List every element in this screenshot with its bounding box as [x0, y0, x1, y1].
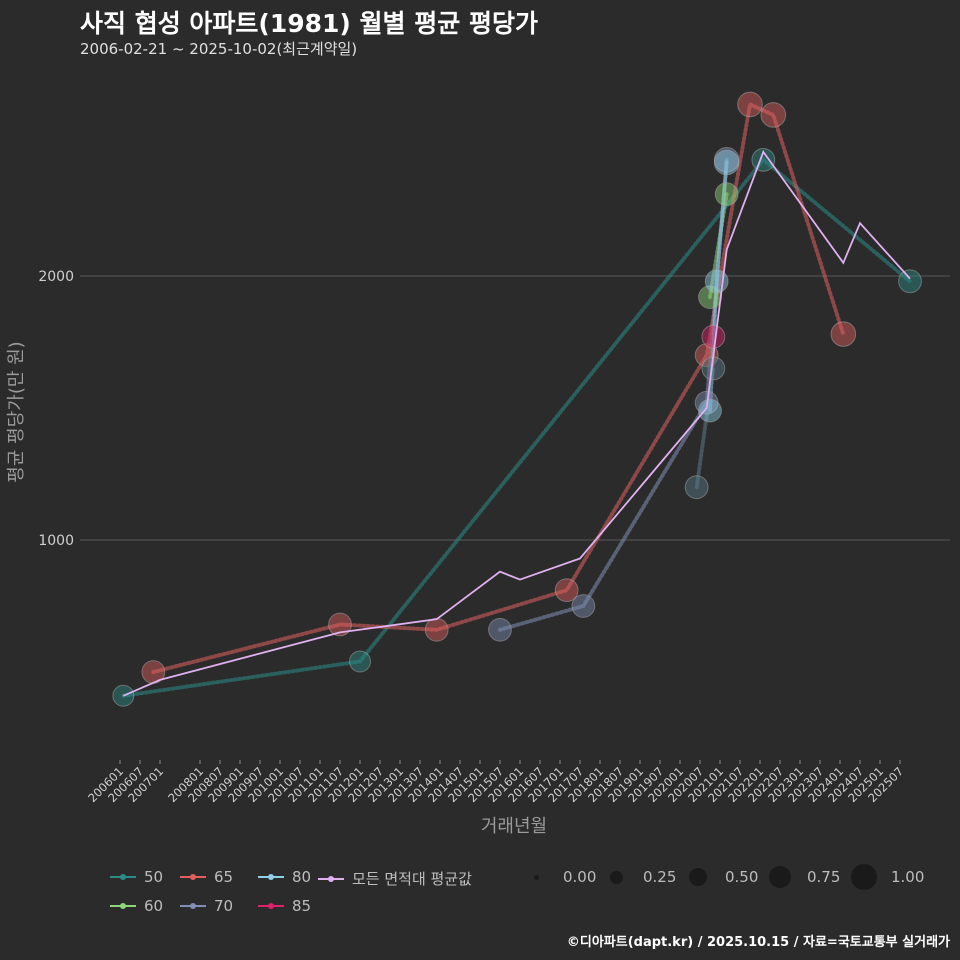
size-legend-dot — [609, 870, 623, 884]
size-legend-label: 0.00 — [563, 868, 597, 886]
series-80-point — [698, 398, 722, 423]
trend-layer — [121, 101, 912, 698]
chart-title: 사직 협성 아파트(1981) 월별 평균 평당가 — [80, 9, 538, 38]
legend-swatch — [110, 899, 136, 913]
legend-swatch — [180, 899, 206, 913]
series-70-point — [488, 617, 512, 642]
size-legend-label: 0.75 — [807, 868, 841, 886]
y-tick-label: 1000 — [38, 533, 74, 549]
legend-swatch — [318, 872, 344, 886]
avg-layer — [122, 150, 911, 697]
x-axis-label: 거래년월 — [481, 816, 547, 837]
series-65-trend — [151, 101, 846, 674]
point-layer — [112, 91, 922, 707]
y-tick-label: 2000 — [38, 269, 74, 285]
legend-item-85: 85 — [258, 897, 311, 915]
series-65-point — [424, 617, 449, 642]
series-85-point — [701, 324, 726, 349]
series-50-trend — [121, 156, 912, 698]
series-80-point — [704, 269, 729, 294]
series-80-point — [713, 149, 740, 176]
size-legend-dot — [689, 868, 707, 886]
source-caption: ©디아파트(dapt.kr) / 2025.10.15 / 자료=국토교통부 실… — [566, 935, 950, 950]
legend-label: 70 — [214, 897, 234, 915]
size-legend-item: 0.25 — [609, 868, 677, 886]
legend-swatch — [258, 899, 284, 913]
legend-swatch — [110, 870, 136, 884]
legend-label: 50 — [144, 868, 164, 886]
size-legend-dot — [769, 866, 791, 888]
legend-label: 60 — [144, 897, 164, 915]
size-legend-dot — [851, 864, 877, 890]
series-65-point — [328, 612, 352, 637]
size-legend-dot — [533, 874, 539, 880]
series-70-trend — [498, 157, 729, 632]
size-legend-item: 0.75 — [769, 866, 840, 888]
series-extra-trend — [694, 366, 716, 490]
size-legend-label: 0.25 — [643, 868, 677, 886]
size-legend-label: 1.00 — [891, 868, 925, 886]
series-50-point — [349, 650, 371, 673]
size-legend-label: 0.50 — [725, 868, 759, 886]
legend-item-80: 80 — [258, 868, 311, 886]
y-axis-label: 평균 평당가(만 원) — [6, 341, 27, 482]
legend-item-70: 70 — [180, 897, 233, 915]
chart-subtitle: 2006-02-21 ~ 2025-10-02(최근계약일) — [80, 40, 358, 58]
series-70-point — [571, 594, 596, 618]
average-line — [122, 150, 911, 697]
legend-label: 65 — [214, 868, 234, 886]
legend-swatch — [258, 870, 284, 884]
legend-item-65: 65 — [180, 868, 233, 886]
series-50-point — [898, 269, 922, 294]
series-65-point — [737, 91, 763, 118]
series-65-point — [554, 578, 579, 603]
size-legend-item: 0.00 — [533, 868, 597, 886]
series-extra-point — [684, 475, 709, 500]
legend-item-50: 50 — [110, 868, 163, 886]
legend-item-avg: 모든 면적대 평균값 — [318, 868, 472, 889]
series-60-point — [714, 182, 739, 207]
legend-label: 모든 면적대 평균값 — [352, 870, 472, 888]
legend-label: 85 — [292, 897, 312, 915]
series-65-point — [760, 102, 787, 128]
grid-layer — [80, 275, 950, 541]
series-65-point — [830, 321, 857, 347]
legend-label: 80 — [292, 868, 312, 886]
legend-swatch — [180, 870, 206, 884]
size-legend-item: 1.00 — [851, 864, 924, 890]
size-legend-item: 0.50 — [689, 868, 758, 886]
legend-item-60: 60 — [110, 897, 163, 915]
